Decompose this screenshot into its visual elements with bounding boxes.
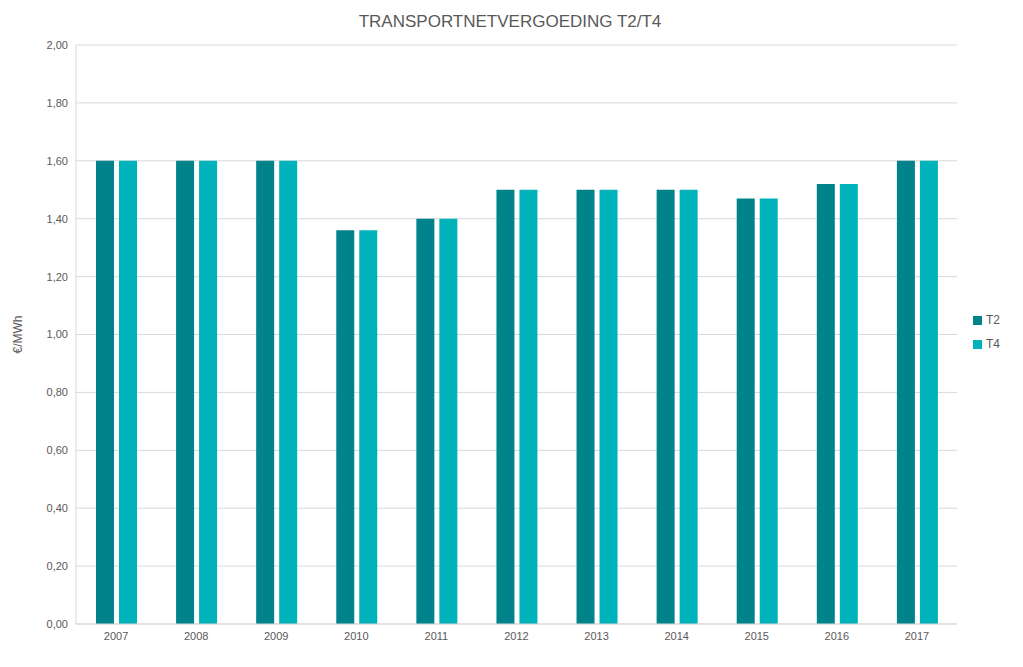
svg-text:0,40: 0,40 [47,502,68,514]
svg-text:2012: 2012 [504,630,528,642]
svg-text:0,80: 0,80 [47,386,68,398]
svg-text:2009: 2009 [264,630,288,642]
html-text:T4: T4 [986,337,1000,351]
svg-text:1,80: 1,80 [47,97,68,109]
svg-text:2008: 2008 [184,630,208,642]
svg-text:2015: 2015 [745,630,769,642]
svg-text:2014: 2014 [664,630,688,642]
svg-text:0,20: 0,20 [47,560,68,572]
svg-text:2013: 2013 [584,630,608,642]
svg-text:1,00: 1,00 [47,328,68,340]
svg-text:€/MWh: €/MWh [11,315,25,353]
svg-text:0,00: 0,00 [47,618,68,630]
html-text:TRANSPORTNETVERGOEDING T2/T4: TRANSPORTNETVERGOEDING T2/T4 [358,12,662,31]
svg-text:2016: 2016 [825,630,849,642]
svg-text:2007: 2007 [104,630,128,642]
svg-text:2010: 2010 [344,630,368,642]
svg-text:1,60: 1,60 [47,155,68,167]
html-text:T2: T2 [986,313,1000,327]
svg-text:1,40: 1,40 [47,213,68,225]
svg-text:2017: 2017 [905,630,929,642]
svg-text:0,60: 0,60 [47,444,68,456]
svg-text:2,00: 2,00 [47,39,68,51]
svg-text:1,20: 1,20 [47,271,68,283]
svg-text:2011: 2011 [425,630,449,642]
